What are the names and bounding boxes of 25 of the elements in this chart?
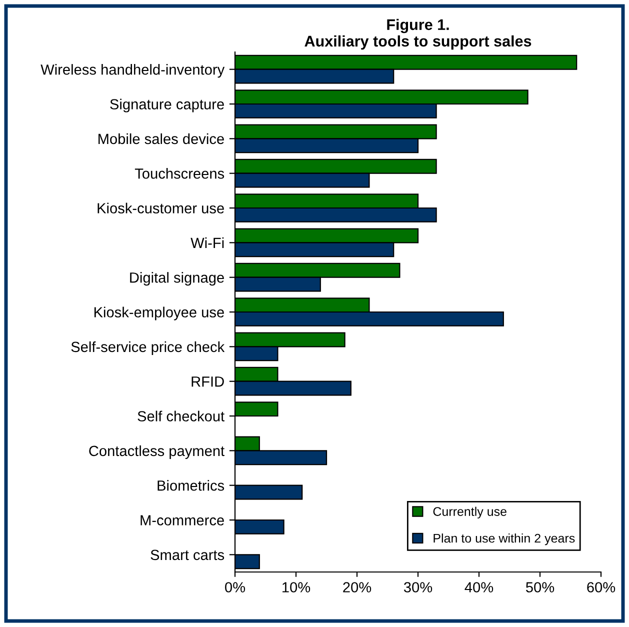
- y-tick-label: M-commerce: [140, 515, 224, 526]
- y-tick-label: Mobile sales device: [98, 133, 224, 144]
- legend-label: Plan to use within 2 years: [434, 534, 575, 546]
- y-tick-label: Kiosk-employee use: [94, 306, 224, 320]
- y-tick-label: Digital signage: [130, 272, 224, 286]
- x-tick-label: 50%: [526, 582, 554, 592]
- y-tick-label: Smart carts: [150, 550, 224, 560]
- y-tick-label: Wi-Fi: [190, 237, 224, 248]
- y-tick-label: RFID: [192, 376, 224, 387]
- y-tick-label: Signature capture: [110, 98, 224, 112]
- x-tick-label: 40%: [464, 582, 494, 592]
- y-tick-label: Biometrics: [158, 480, 224, 491]
- x-tick-label: 30%: [404, 582, 432, 592]
- y-tick-label: Self checkout: [138, 410, 224, 422]
- legend-label: Currently use: [433, 506, 506, 518]
- y-tick-label: Contactless payment: [89, 445, 224, 459]
- x-tick-label: 0%: [225, 582, 246, 592]
- x-tick-label: 60%: [587, 582, 616, 592]
- y-tick-label: Self-service price check: [71, 341, 225, 355]
- y-tick-label: Wireless handheld-inventory: [40, 64, 225, 78]
- x-tick-label: 10%: [282, 582, 310, 592]
- y-tick-label: Kiosk-customer use: [98, 202, 224, 214]
- chart-title: Figure 1. Auxiliary tools to support sales: [304, 18, 532, 50]
- x-tick-label: 20%: [343, 582, 372, 592]
- y-tick-label: Touchscreens: [134, 168, 224, 179]
